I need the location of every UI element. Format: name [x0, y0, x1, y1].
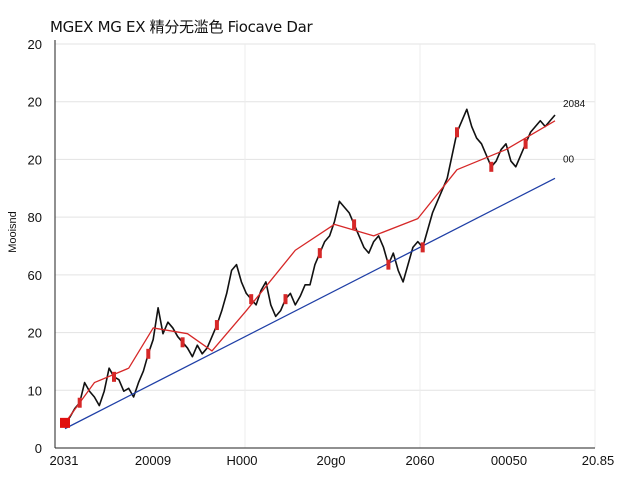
data-point-marker	[489, 161, 494, 172]
data-point-marker	[523, 138, 528, 149]
series-line-1	[64, 108, 556, 424]
series-end-label: 2084	[563, 99, 586, 110]
x-tick-label: 2031	[50, 453, 79, 468]
data-point-marker	[352, 219, 357, 230]
data-point-marker	[386, 259, 391, 270]
data-point-marker	[283, 294, 288, 305]
y-tick-label: 60	[28, 268, 42, 283]
data-point-marker	[214, 320, 219, 331]
data-point-marker	[420, 242, 425, 253]
y-tick-label: 20	[28, 152, 42, 167]
x-tick-label: 20g0	[317, 453, 346, 468]
series-end-label: 00	[563, 154, 575, 165]
x-tick-label: 20.85	[582, 453, 615, 468]
data-point-marker	[146, 348, 151, 359]
x-tick-label: 2060	[406, 453, 435, 468]
chart-title: MGEX MG EX 精分无滥色 Fiocave Dar	[50, 18, 313, 36]
data-point-marker	[455, 127, 459, 138]
x-tick-label: 20009	[135, 453, 171, 468]
start-marker	[60, 417, 70, 428]
y-tick-label: 0	[35, 441, 42, 456]
data-point-marker	[180, 337, 185, 348]
data-point-marker	[249, 294, 254, 305]
series-line-2	[64, 120, 556, 424]
x-tick-label: H000	[226, 453, 257, 468]
x-tick-label: 00050	[491, 453, 527, 468]
y-tick-label: 10	[28, 383, 42, 398]
y-tick-label: 80	[28, 210, 42, 225]
y-tick-label: 20	[28, 326, 42, 341]
data-point-marker	[77, 397, 82, 408]
data-point-marker	[112, 371, 116, 382]
series-line-3	[64, 177, 556, 430]
data-point-marker	[317, 248, 322, 259]
y-tick-label: 20	[28, 95, 42, 110]
y-tick-label: 20	[28, 37, 42, 52]
